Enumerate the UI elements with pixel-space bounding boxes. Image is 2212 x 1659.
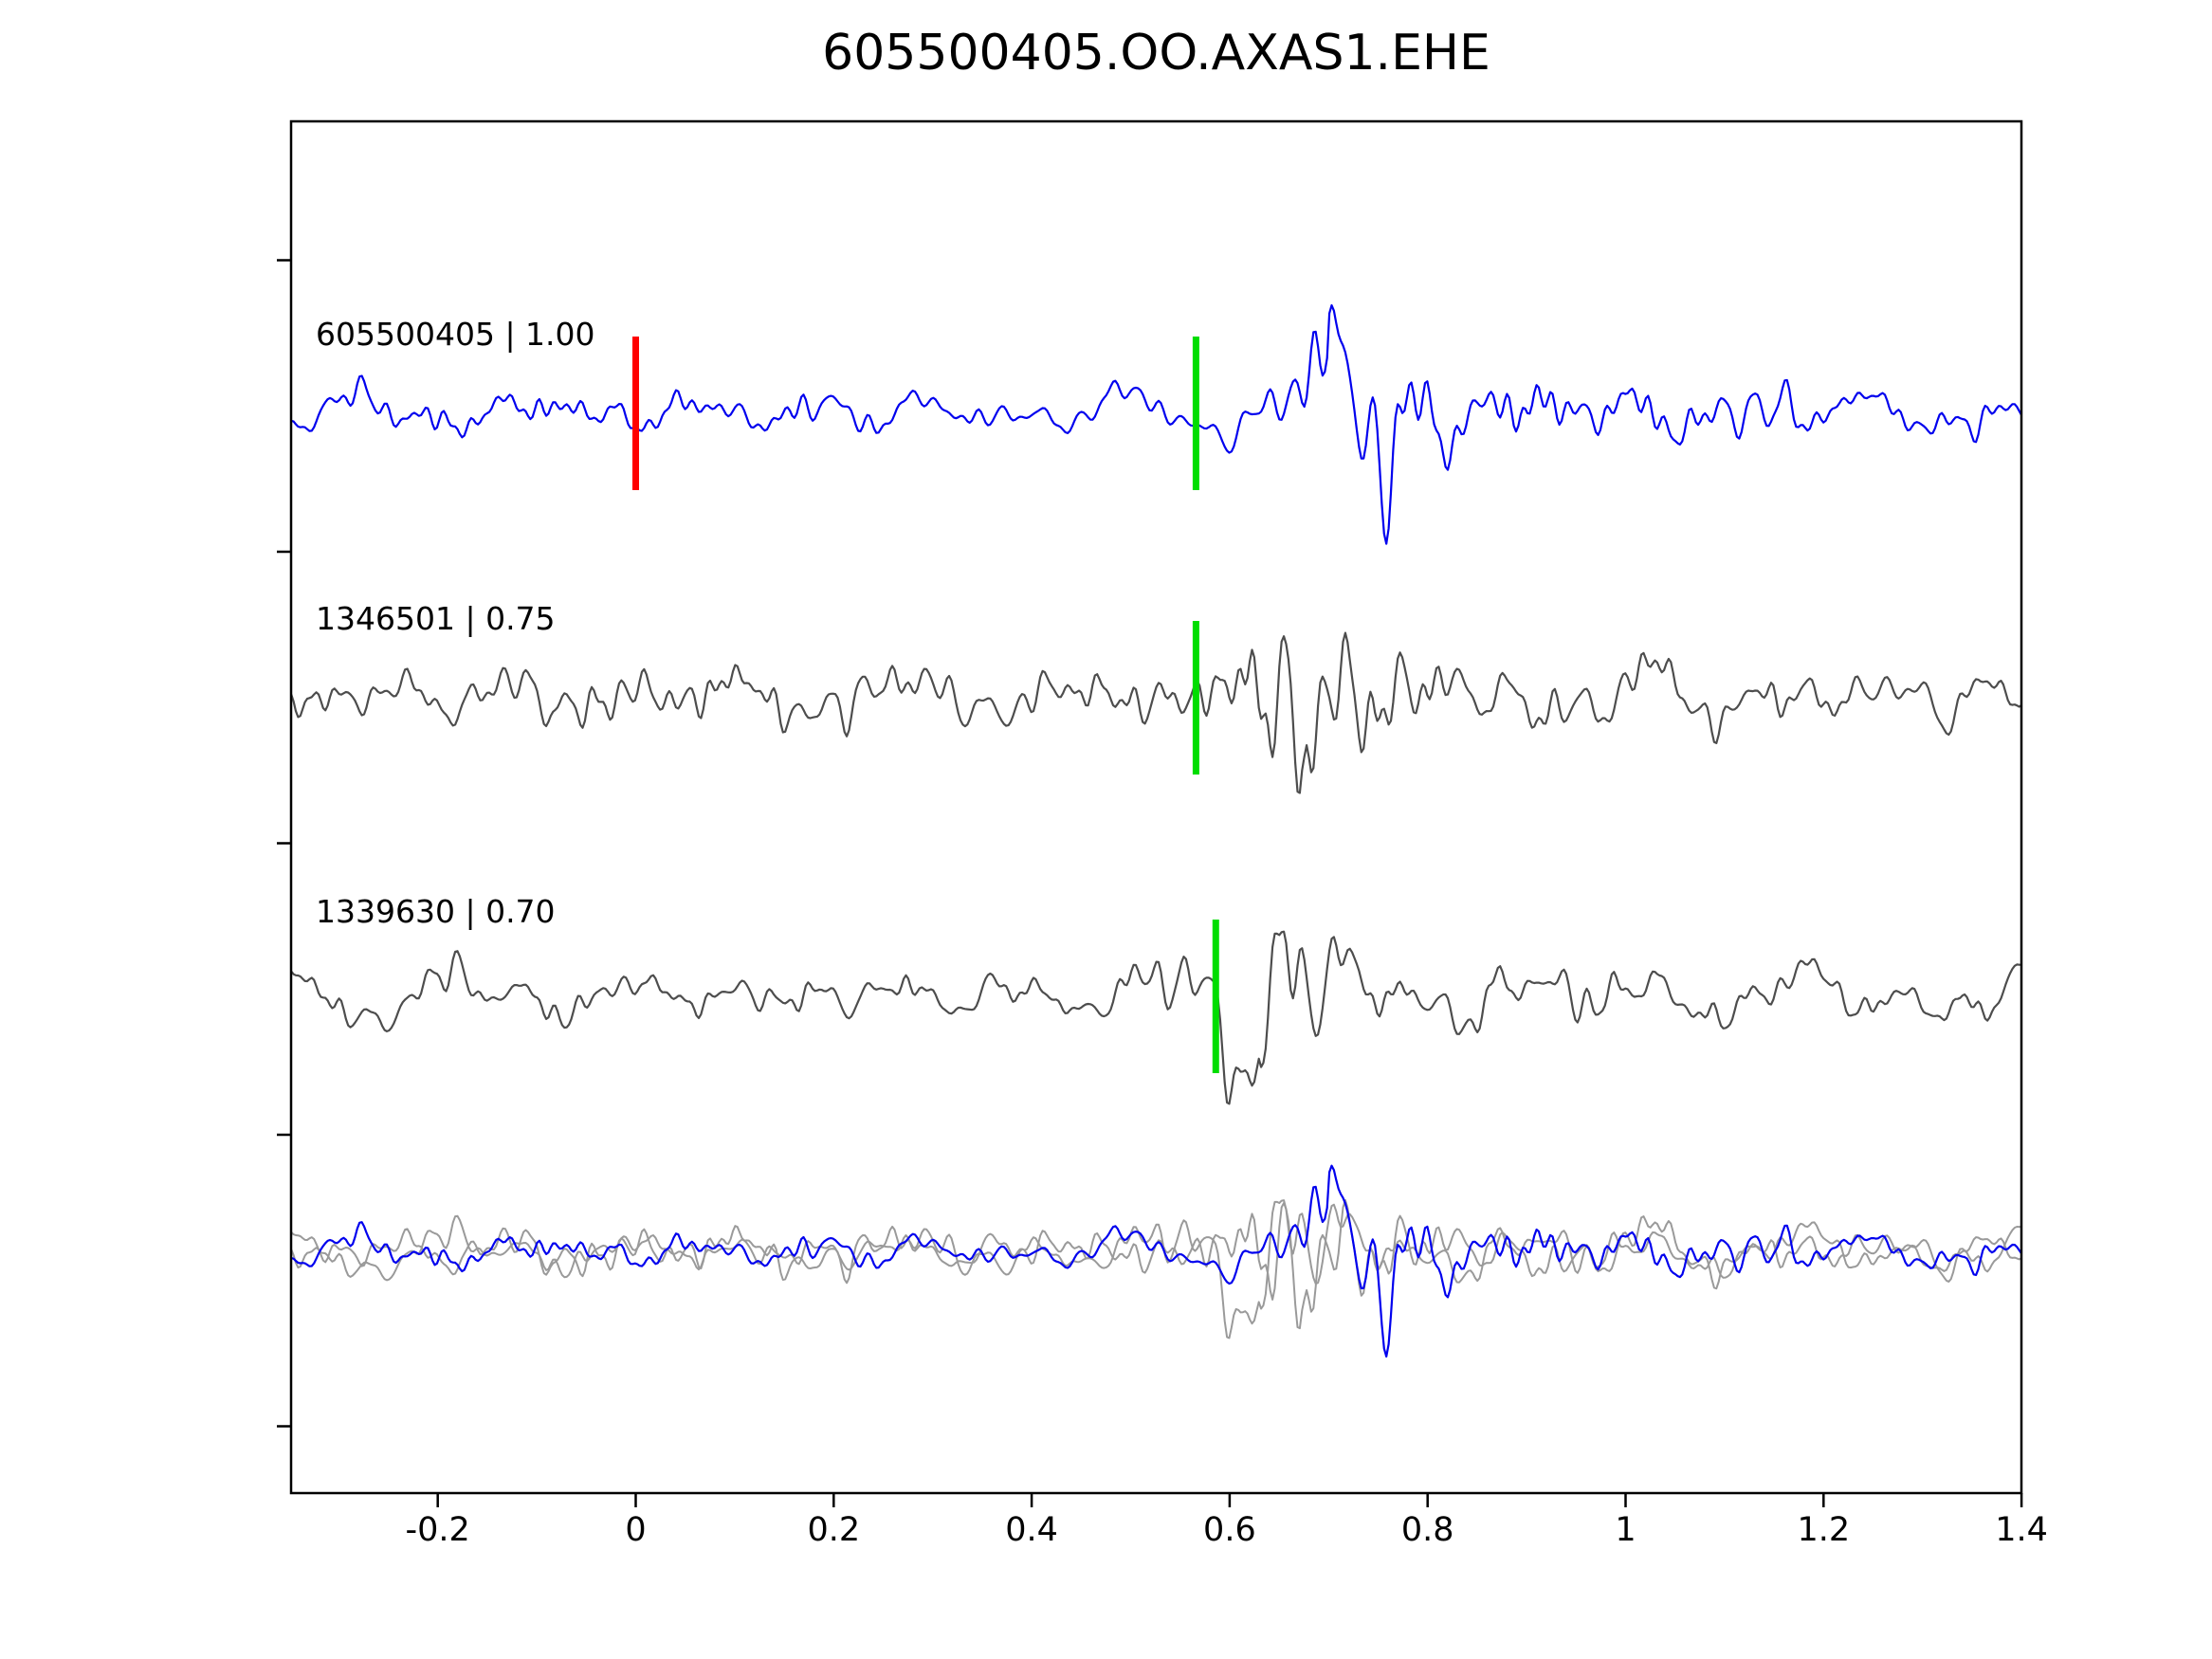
- x-tick-label: 0.2: [807, 1511, 861, 1549]
- x-tick-label: -0.2: [405, 1511, 470, 1549]
- x-tick-label: 1.2: [1797, 1511, 1851, 1549]
- overlay-trace-1339630: [291, 1199, 2021, 1340]
- x-tick-label: 0.4: [1005, 1511, 1058, 1549]
- x-tick-label: 0.8: [1400, 1511, 1454, 1549]
- trace-label-template: 605500405 | 1.00: [316, 316, 595, 353]
- figure-title: 605500405.OO.AXAS1.EHE: [822, 25, 1490, 82]
- waveform-trace-1339630: [291, 930, 2021, 1105]
- overlay-trace-605500405: [291, 1164, 2021, 1358]
- x-tick-label: 0.6: [1203, 1511, 1256, 1549]
- x-tick-label: 1.4: [1995, 1511, 2048, 1549]
- trace-label-detection-1: 1346501 | 0.75: [316, 600, 556, 637]
- trace-label-detection-2: 1339630 | 0.70: [316, 893, 556, 930]
- waveform-trace-1346501: [291, 631, 2021, 794]
- x-tick-label: 1: [1615, 1511, 1636, 1549]
- waveform-trace-605500405: [291, 303, 2021, 545]
- x-tick-label: 0: [625, 1511, 647, 1549]
- traces-group: [291, 303, 2021, 1358]
- plot-border: [289, 119, 2023, 1495]
